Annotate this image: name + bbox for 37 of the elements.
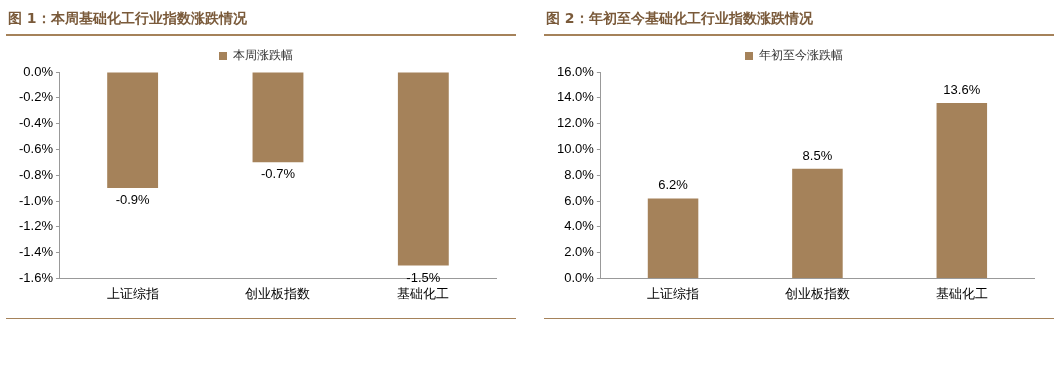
- y-tick-label: -0.4%: [18, 115, 54, 131]
- y-tick-label: -0.6%: [18, 140, 54, 156]
- data-label: 6.2%: [658, 177, 689, 193]
- data-label: -1.5%: [406, 269, 441, 285]
- x-tick-label: 创业板指数: [245, 285, 311, 301]
- y-tick-label: -1.0%: [18, 192, 54, 208]
- y-tick-label: -0.2%: [18, 89, 54, 105]
- x-tick-label: 创业板指数: [784, 285, 850, 301]
- data-label: -0.7%: [261, 166, 296, 182]
- data-label: -0.9%: [115, 192, 151, 208]
- bar: [792, 168, 843, 278]
- legend-label: 年初至今涨跌幅: [759, 48, 843, 63]
- x-tick-label: 上证综指: [647, 285, 700, 301]
- y-tick-label: 14.0%: [556, 89, 595, 105]
- y-tick-label: 2.0%: [564, 244, 595, 260]
- y-tick-label: -1.2%: [18, 218, 54, 234]
- y-tick-label: -0.8%: [18, 166, 54, 182]
- y-tick-label: 0.0%: [564, 269, 595, 285]
- y-tick-label: 12.0%: [556, 115, 595, 131]
- y-tick-label: -1.4%: [18, 244, 54, 260]
- y-tick-label: 16.0%: [556, 63, 595, 79]
- y-tick-label: 10.0%: [556, 140, 595, 156]
- bar: [936, 102, 988, 278]
- bar: [647, 198, 699, 278]
- data-label: 8.5%: [802, 147, 833, 163]
- y-tick-label: 6.0%: [564, 192, 595, 208]
- chart-title: 图 2：年初至今基础化工行业指数涨跌情况: [544, 6, 1054, 36]
- data-label: 13.6%: [943, 82, 981, 98]
- legend-label: 本周涨跌幅: [233, 48, 293, 63]
- y-tick-label: -1.6%: [18, 269, 54, 285]
- x-tick-label: 上证综指: [106, 285, 159, 301]
- y-tick-label: 0.0%: [23, 63, 54, 79]
- x-tick-label: 基础化工: [935, 285, 988, 301]
- chart-title: 图 1：本周基础化工行业指数涨跌情况: [6, 6, 516, 36]
- y-tick-label: 8.0%: [564, 166, 595, 182]
- y-tick-label: 4.0%: [564, 218, 595, 234]
- x-tick-label: 基础化工: [397, 285, 450, 301]
